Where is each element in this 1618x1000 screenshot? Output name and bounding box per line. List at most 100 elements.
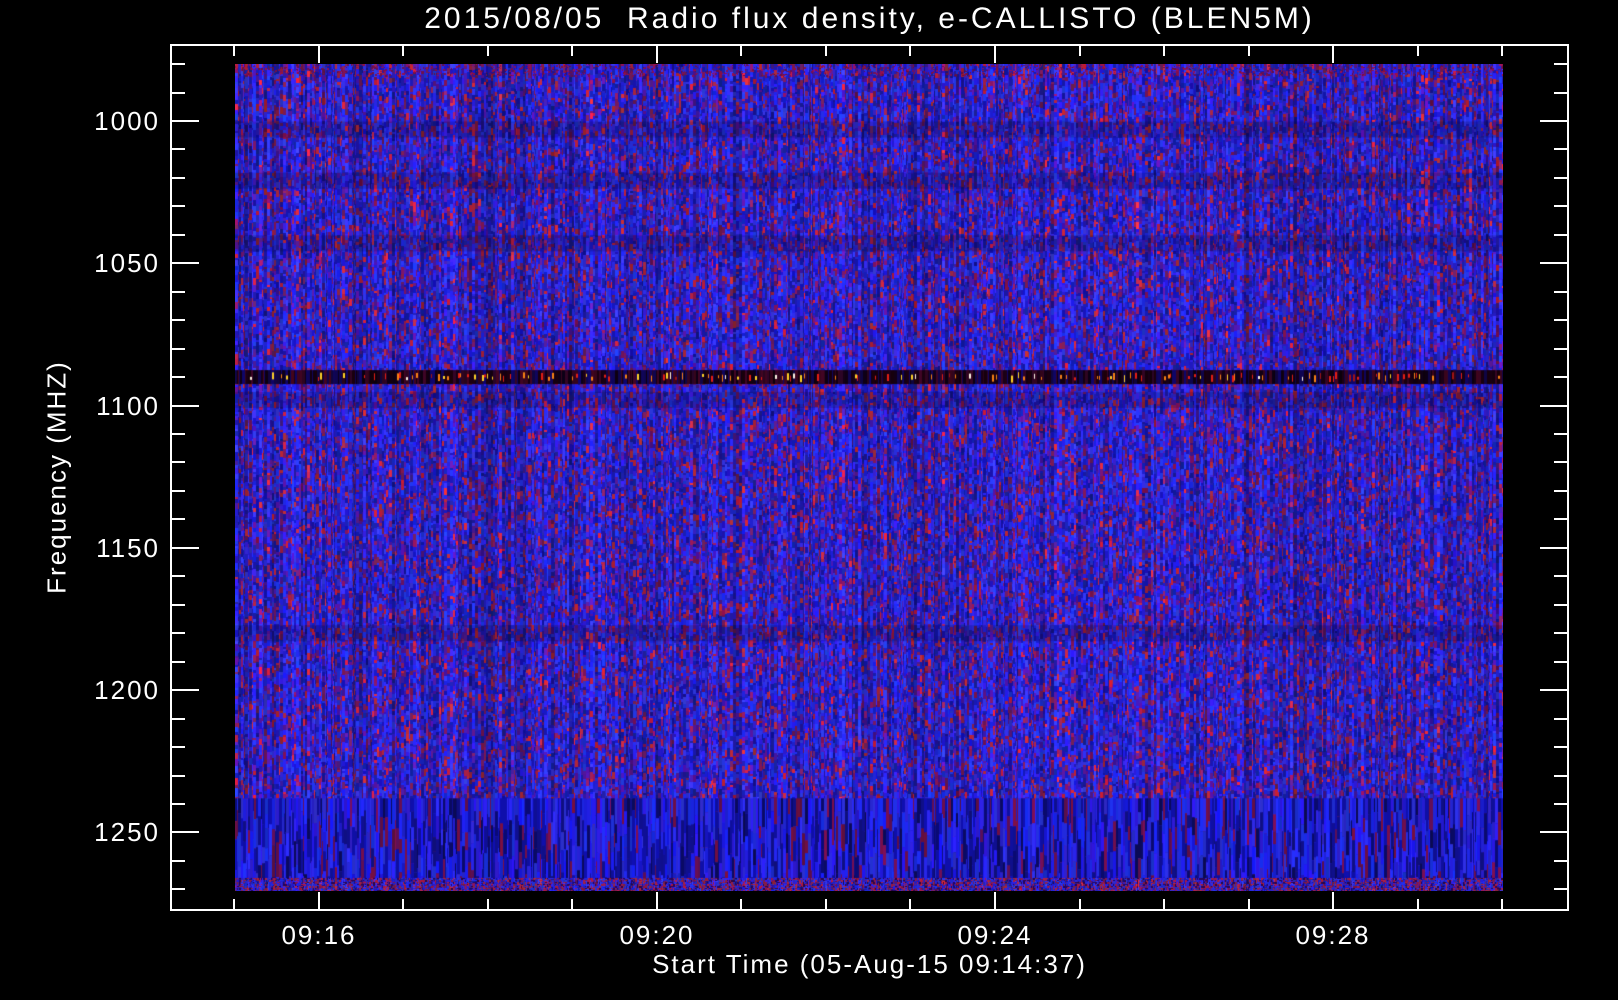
y-minor-tick bbox=[1554, 291, 1567, 293]
y-minor-tick bbox=[1554, 632, 1567, 634]
y-minor-tick bbox=[1554, 63, 1567, 65]
x-major-tick bbox=[994, 892, 996, 909]
y-minor-tick bbox=[172, 860, 185, 862]
y-minor-tick bbox=[172, 490, 185, 492]
y-minor-tick bbox=[1554, 348, 1567, 350]
x-minor-tick bbox=[571, 899, 573, 909]
y-major-tick bbox=[172, 689, 199, 691]
x-minor-tick bbox=[825, 899, 827, 909]
y-major-tick bbox=[172, 831, 199, 833]
y-tick-label: 1050 bbox=[94, 248, 160, 278]
y-minor-tick bbox=[172, 205, 185, 207]
x-minor-tick bbox=[571, 46, 573, 56]
x-minor-tick bbox=[825, 46, 827, 56]
y-minor-tick bbox=[172, 376, 185, 378]
y-minor-tick bbox=[1554, 860, 1567, 862]
y-minor-tick bbox=[172, 234, 185, 236]
x-minor-tick bbox=[909, 46, 911, 56]
y-minor-tick bbox=[1554, 604, 1567, 606]
y-major-tick bbox=[1540, 547, 1567, 549]
x-axis-title: Start Time (05-Aug-15 09:14:37) bbox=[652, 949, 1087, 979]
x-major-tick bbox=[656, 46, 658, 63]
y-minor-tick bbox=[1554, 803, 1567, 805]
y-minor-tick bbox=[172, 888, 185, 890]
y-minor-tick bbox=[172, 291, 185, 293]
y-minor-tick bbox=[172, 746, 185, 748]
y-minor-tick bbox=[1554, 490, 1567, 492]
y-major-tick bbox=[1540, 262, 1567, 264]
y-minor-tick bbox=[172, 319, 185, 321]
x-major-tick bbox=[1332, 46, 1334, 63]
x-minor-tick bbox=[1417, 899, 1419, 909]
y-major-tick bbox=[1540, 831, 1567, 833]
y-tick-label: 1000 bbox=[94, 106, 160, 136]
x-minor-tick bbox=[1248, 46, 1250, 56]
x-major-tick bbox=[656, 892, 658, 909]
x-minor-tick bbox=[1501, 899, 1503, 909]
y-minor-tick bbox=[172, 718, 185, 720]
x-minor-tick bbox=[1248, 899, 1250, 909]
x-minor-tick bbox=[402, 899, 404, 909]
x-minor-tick bbox=[1163, 46, 1165, 56]
x-minor-tick bbox=[1501, 46, 1503, 56]
y-minor-tick bbox=[1554, 575, 1567, 577]
x-minor-tick bbox=[233, 899, 235, 909]
y-minor-tick bbox=[172, 661, 185, 663]
y-minor-tick bbox=[172, 575, 185, 577]
y-minor-tick bbox=[172, 92, 185, 94]
plot-title: 2015/08/05 Radio flux density, e-CALLIST… bbox=[424, 2, 1315, 35]
y-minor-tick bbox=[1554, 376, 1567, 378]
y-major-tick bbox=[1540, 120, 1567, 122]
y-minor-tick bbox=[1554, 148, 1567, 150]
x-tick-label: 09:28 bbox=[1295, 920, 1371, 950]
y-minor-tick bbox=[172, 177, 185, 179]
y-tick-label: 1100 bbox=[96, 391, 160, 421]
y-minor-tick bbox=[172, 518, 185, 520]
y-minor-tick bbox=[172, 632, 185, 634]
y-minor-tick bbox=[172, 604, 185, 606]
y-major-tick bbox=[1540, 405, 1567, 407]
y-minor-tick bbox=[1554, 746, 1567, 748]
x-tick-label: 09:20 bbox=[619, 920, 695, 950]
y-tick-label: 1150 bbox=[96, 533, 160, 563]
x-minor-tick bbox=[1079, 46, 1081, 56]
x-major-tick bbox=[318, 46, 320, 63]
plot-frame bbox=[170, 44, 1569, 911]
y-minor-tick bbox=[1554, 661, 1567, 663]
x-major-tick bbox=[1332, 892, 1334, 909]
y-major-tick bbox=[172, 262, 199, 264]
y-minor-tick bbox=[1554, 205, 1567, 207]
x-minor-tick bbox=[740, 46, 742, 56]
spectrogram-image bbox=[235, 64, 1503, 891]
y-minor-tick bbox=[172, 433, 185, 435]
y-major-tick bbox=[172, 120, 199, 122]
x-minor-tick bbox=[909, 899, 911, 909]
y-minor-tick bbox=[1554, 888, 1567, 890]
x-tick-label: 09:16 bbox=[281, 920, 357, 950]
x-minor-tick bbox=[233, 46, 235, 56]
y-minor-tick bbox=[1554, 319, 1567, 321]
x-minor-tick bbox=[1417, 46, 1419, 56]
y-major-tick bbox=[172, 405, 199, 407]
x-minor-tick bbox=[1079, 899, 1081, 909]
x-minor-tick bbox=[1163, 899, 1165, 909]
y-minor-tick bbox=[172, 803, 185, 805]
x-minor-tick bbox=[487, 899, 489, 909]
y-minor-tick bbox=[1554, 518, 1567, 520]
y-minor-tick bbox=[172, 148, 185, 150]
x-minor-tick bbox=[487, 46, 489, 56]
x-minor-tick bbox=[740, 899, 742, 909]
y-minor-tick bbox=[1554, 433, 1567, 435]
y-major-tick bbox=[1540, 689, 1567, 691]
y-minor-tick bbox=[1554, 234, 1567, 236]
y-minor-tick bbox=[1554, 92, 1567, 94]
y-minor-tick bbox=[1554, 461, 1567, 463]
y-tick-label: 1250 bbox=[94, 817, 160, 847]
y-major-tick bbox=[172, 547, 199, 549]
x-major-tick bbox=[318, 892, 320, 909]
y-minor-tick bbox=[172, 63, 185, 65]
x-major-tick bbox=[994, 46, 996, 63]
y-minor-tick bbox=[172, 775, 185, 777]
y-minor-tick bbox=[1554, 775, 1567, 777]
